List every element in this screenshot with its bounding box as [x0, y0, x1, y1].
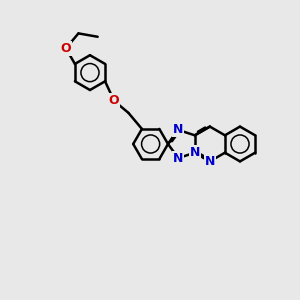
Text: N: N	[190, 146, 200, 159]
Text: O: O	[109, 94, 119, 107]
Text: N: N	[173, 152, 183, 165]
Text: N: N	[205, 155, 215, 168]
Text: N: N	[173, 123, 183, 136]
Text: O: O	[61, 42, 71, 55]
